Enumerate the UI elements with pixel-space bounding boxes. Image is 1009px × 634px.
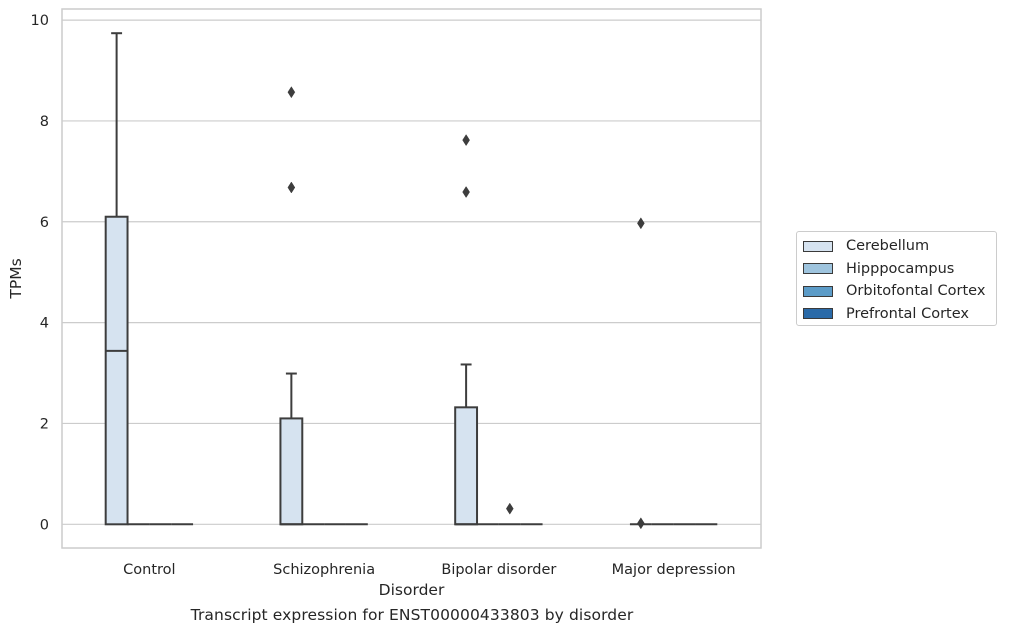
legend-swatch (803, 240, 833, 252)
figure-caption: Transcript expression for ENST0000043380… (190, 606, 634, 624)
legend: Cerebellum Hipppocampus Orbitofontal Cor… (796, 231, 997, 326)
outlier-point (637, 217, 645, 230)
legend-item-orbitofrontal-cortex: Orbitofontal Cortex (803, 280, 996, 303)
box (279, 417, 304, 526)
y-tick-label: 6 (40, 215, 49, 231)
y-axis-label: TPMs (7, 258, 25, 299)
box (104, 215, 129, 526)
legend-item-cerebellum: Cerebellum (803, 235, 996, 258)
y-tick-label: 2 (40, 416, 49, 432)
outlier-point (287, 181, 296, 194)
legend-label: Prefrontal Cortex (846, 305, 969, 322)
legend-label: Hipppocampus (846, 260, 955, 277)
outlier-point (637, 517, 645, 530)
y-tick-label: 8 (40, 114, 49, 130)
plot-border (61, 8, 762, 549)
x-tick-label: Schizophrenia (273, 562, 375, 578)
outlier-point (462, 134, 470, 147)
legend-swatch (803, 285, 833, 297)
box-group (629, 217, 652, 530)
legend-swatch (803, 308, 833, 320)
outlier-point (462, 186, 470, 198)
x-tick-label: Major depression (612, 562, 736, 578)
legend-label: Orbitofontal Cortex (846, 283, 986, 300)
box (454, 406, 479, 526)
box-group (498, 502, 521, 526)
y-tick-labels: 0 2 4 6 8 10 (31, 13, 49, 533)
outlier-point (506, 502, 514, 515)
x-axis-label: Disorder (379, 581, 445, 599)
legend-item-prefrontal-cortex: Prefrontal Cortex (803, 303, 996, 326)
y-tick-label: 4 (40, 316, 49, 332)
legend-label: Cerebellum (846, 238, 930, 255)
box-layer (104, 32, 718, 530)
x-tick-labels: Control Schizophrenia Bipolar disorder Majo… (123, 562, 735, 578)
legend-swatch (803, 263, 833, 275)
box-group (104, 32, 129, 526)
plot-area (62, 9, 761, 548)
y-tick-label: 10 (31, 13, 49, 29)
y-tick-label: 0 (40, 517, 49, 533)
legend-item-hippocampus: Hipppocampus (803, 258, 996, 281)
x-tick-label: Control (123, 562, 175, 578)
box-group (454, 134, 479, 526)
x-tick-label: Bipolar disorder (441, 562, 556, 578)
outlier-point (287, 86, 296, 99)
box-group (279, 86, 304, 526)
